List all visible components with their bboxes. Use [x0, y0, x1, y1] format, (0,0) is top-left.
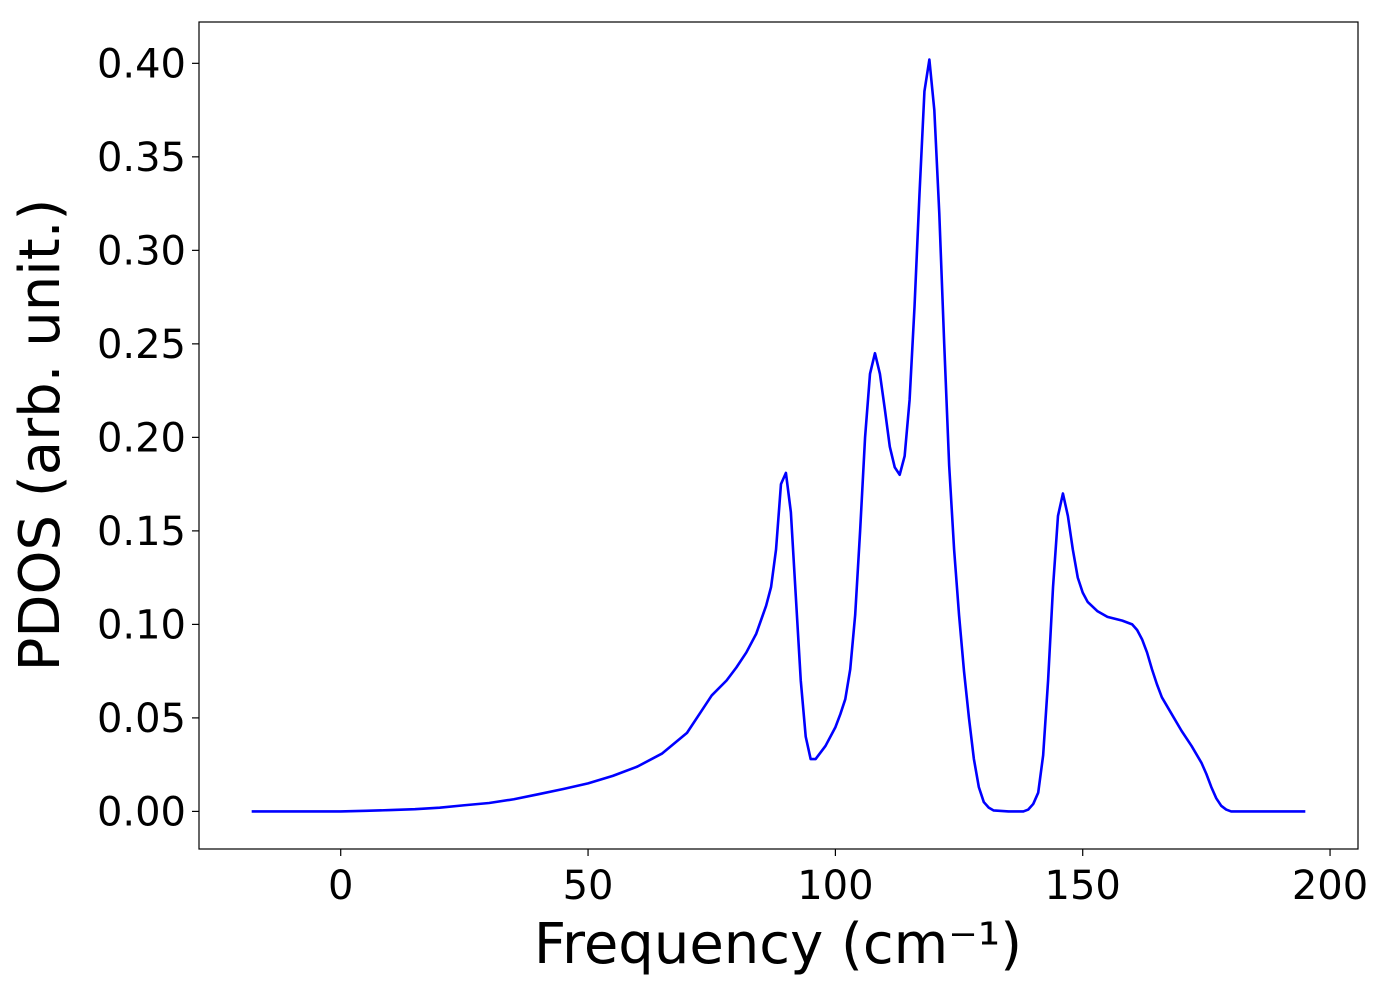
y-tick-label: 0.25	[97, 322, 186, 368]
x-tick-label: 50	[563, 863, 614, 909]
pdos-line	[251, 58, 1306, 813]
x-axis-label: Frequency (cm⁻¹)	[534, 912, 1022, 977]
y-tick-label: 0.40	[97, 41, 186, 87]
x-tick-label: 0	[328, 863, 353, 909]
x-tick-label: 200	[1292, 863, 1368, 909]
y-tick-label: 0.15	[97, 509, 186, 555]
y-tick-label: 0.10	[97, 602, 186, 648]
y-tick-label: 0.20	[97, 415, 186, 461]
x-tick-label: 150	[1045, 863, 1121, 909]
plot-frame	[198, 21, 1359, 850]
y-tick-label: 0.35	[97, 135, 186, 181]
y-axis-label: PDOS (arb. unit.)	[8, 199, 73, 672]
y-tick-label: 0.00	[97, 789, 186, 835]
x-tick-label: 100	[797, 863, 873, 909]
y-tick-label: 0.30	[97, 228, 186, 274]
y-tick-label: 0.05	[97, 696, 186, 742]
